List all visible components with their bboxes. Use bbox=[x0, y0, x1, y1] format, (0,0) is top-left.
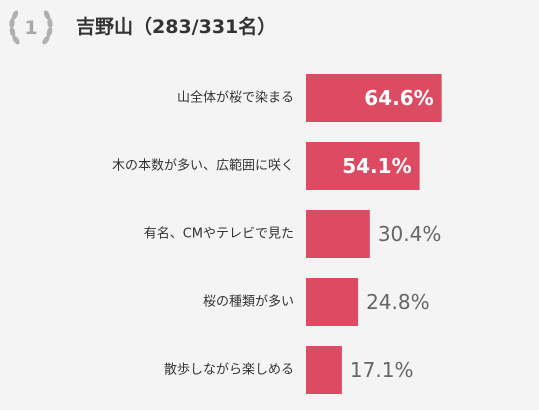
chart-title: 吉野山（283/331名） bbox=[76, 16, 277, 38]
value-label: 17.1% bbox=[350, 358, 414, 382]
value-label: 24.8% bbox=[366, 290, 430, 314]
category-label: 散歩しながら楽しめる bbox=[164, 362, 294, 378]
value-label: 64.6% bbox=[364, 86, 433, 110]
chart-header: 1 吉野山（283/331名） bbox=[0, 0, 539, 56]
category-label: 山全体が桜で染まる bbox=[177, 90, 294, 106]
value-label: 30.4% bbox=[378, 222, 442, 246]
category-label: 木の本数が多い、広範囲に咲く bbox=[112, 158, 294, 174]
category-label: 桜の種類が多い bbox=[203, 294, 294, 310]
bar bbox=[306, 210, 370, 258]
laurel-wreath-icon bbox=[9, 10, 53, 45]
bar bbox=[306, 278, 359, 326]
value-label: 54.1% bbox=[342, 154, 411, 178]
bar bbox=[306, 346, 342, 394]
rank-number: 1 bbox=[24, 17, 38, 39]
bar bbox=[306, 74, 442, 122]
bar bbox=[306, 142, 420, 190]
category-label: 有名、CMやテレビで見た bbox=[144, 226, 294, 242]
